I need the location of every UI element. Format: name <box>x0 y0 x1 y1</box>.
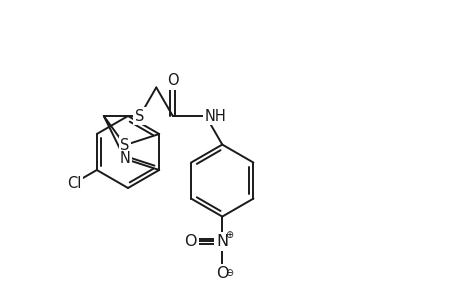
Text: O: O <box>167 74 178 88</box>
Text: Cl: Cl <box>67 176 81 190</box>
Text: O: O <box>216 266 228 280</box>
Text: S: S <box>120 138 129 153</box>
Text: ⊕: ⊕ <box>225 230 233 240</box>
Text: ⊖: ⊖ <box>225 268 233 278</box>
Text: S: S <box>135 109 144 124</box>
Text: N: N <box>216 234 228 249</box>
Text: O: O <box>184 234 196 249</box>
Text: N: N <box>119 152 130 166</box>
Text: NH: NH <box>204 109 226 124</box>
